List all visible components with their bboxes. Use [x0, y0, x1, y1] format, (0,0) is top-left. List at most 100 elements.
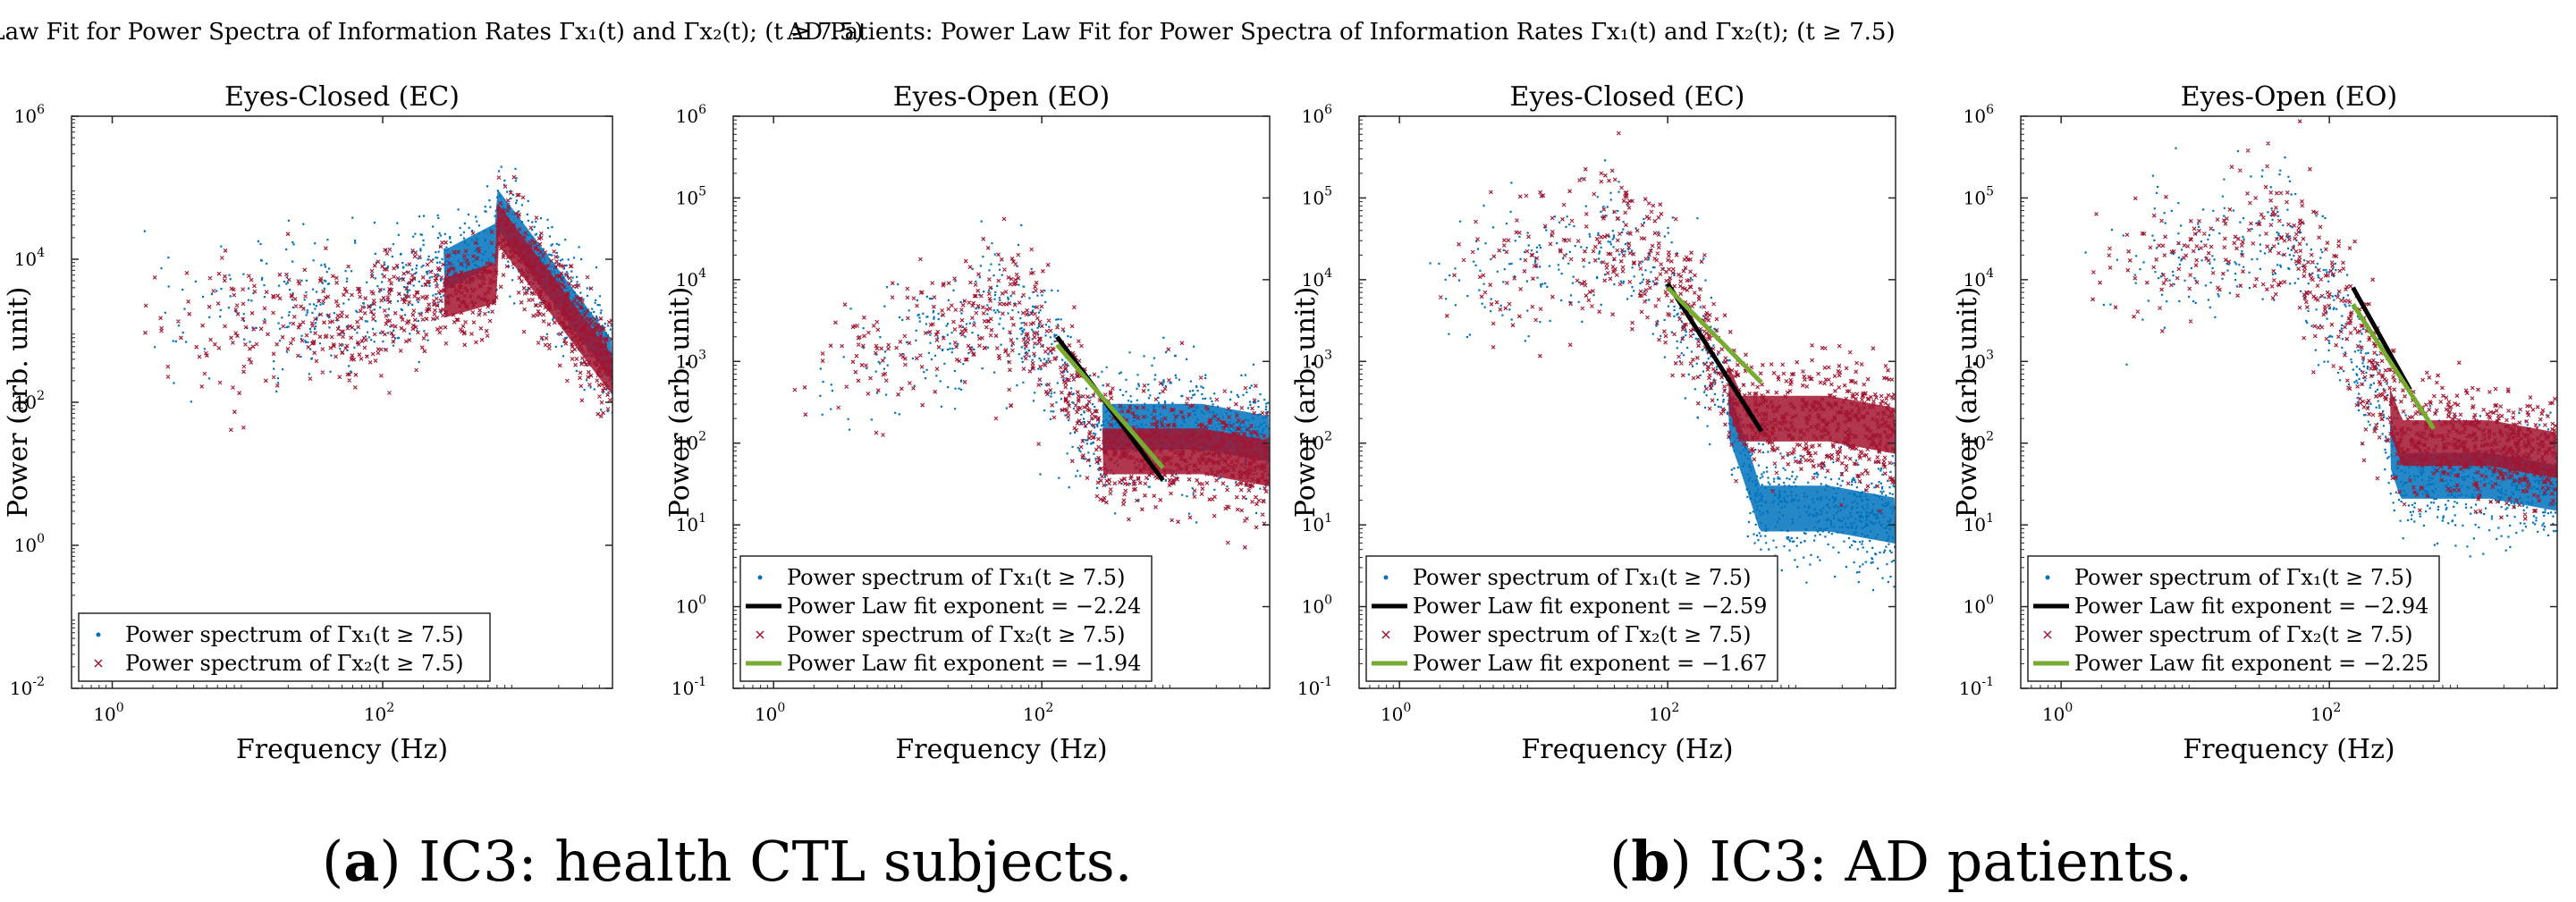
caption-a-letter: a — [343, 829, 379, 894]
right-suptitle: AD Patients: Power Law Fit for Power Spe… — [786, 19, 1895, 46]
series-2-dense-band — [1727, 364, 1896, 454]
legend-box — [1365, 555, 1778, 682]
panel-title: Eyes-Closed (EC) — [224, 81, 460, 113]
series-2-points — [1438, 131, 1896, 514]
y-tick-label: 10-1 — [1959, 675, 1994, 699]
legend-entry: Power spectrum of Γx₂(t ≥ 7.5) — [2074, 622, 2412, 647]
y-tick-label: 106 — [1302, 103, 1332, 127]
x-axis-label: Frequency (Hz) — [236, 734, 448, 765]
legend-entry: Power Law fit exponent = −2.25 — [2074, 651, 2428, 676]
fit-line-1 — [1666, 282, 1764, 433]
x-axis-label: Frequency (Hz) — [2183, 734, 2394, 765]
y-tick-label: 10-1 — [671, 675, 706, 699]
legend-marker-dot — [1383, 575, 1389, 580]
caption-b-text: IC3: AD patients. — [1692, 829, 2192, 894]
y-tick-label: 102 — [676, 430, 706, 454]
y-tick-label: 104 — [1302, 266, 1332, 291]
panel-title: Eyes-Open (EO) — [893, 81, 1110, 113]
legend-box — [739, 555, 1153, 682]
legend-marker-dot — [2045, 575, 2050, 580]
x-axis-label: Frequency (Hz) — [1521, 734, 1733, 765]
x-tick-label: 102 — [1023, 701, 1053, 725]
fit-line-1 — [2351, 286, 2412, 392]
legend-entry: Power Law fit exponent = −1.67 — [1413, 651, 1767, 676]
y-tick-label: 103 — [1302, 348, 1332, 372]
scatter-points — [1429, 131, 1896, 592]
chart-panel-3: Eyes-Closed (EC) 10-1 100 101 102 103 104 105 10… — [1290, 81, 1896, 765]
y-tick-label: 104 — [14, 246, 45, 270]
y-tick-label: 103 — [676, 348, 706, 372]
y-tick-label: 101 — [676, 511, 706, 535]
x-tick-label: 102 — [1649, 701, 1679, 725]
legend-marker-x — [1381, 630, 1390, 639]
panel-title: Eyes-Closed (EC) — [1510, 81, 1745, 113]
y-tick-label: 100 — [14, 532, 45, 556]
chart-panel-4: Eyes-Open (EO) 10-1 100 101 102 103 104 105 106 1… — [1952, 81, 2558, 765]
y-tick-label: 106 — [676, 103, 706, 127]
legend-entry: Power spectrum of Γx₁(t ≥ 7.5) — [125, 622, 463, 647]
y-tick-label: 10-2 — [10, 675, 45, 699]
panels: Eyes-Closed (EC) 10-2 100 102 104 106 100 102 Fr… — [3, 81, 2558, 765]
y-tick-label: 100 — [1964, 594, 1994, 618]
y-tick-label: 100 — [676, 594, 706, 618]
left-suptitle: Healthy CTL: Power Law Fit for Power Spe… — [0, 19, 864, 46]
fit-line-2 — [2351, 303, 2436, 430]
fit-line-2 — [1666, 285, 1763, 384]
y-tick-label: 105 — [1302, 184, 1332, 208]
fit-line-2 — [1055, 342, 1165, 469]
caption-a: (a) IC3: health CTL subjects. — [322, 829, 1132, 894]
panel-title: Eyes-Open (EO) — [2181, 81, 2397, 113]
x-tick-label: 102 — [2310, 701, 2341, 725]
series-2-dense-band — [1102, 428, 1270, 487]
y-tick-label: 102 — [1964, 430, 1994, 454]
y-axis-label: Power (arb. unit) — [664, 287, 696, 518]
y-tick-label: 100 — [1302, 594, 1332, 618]
series-1-points — [819, 220, 1270, 524]
legend-entry: Power spectrum of Γx₁(t ≥ 7.5) — [787, 565, 1125, 590]
y-tick-label: 106 — [14, 103, 45, 127]
legend: Power spectrum of Γx₁(t ≥ 7.5) Power spec… — [78, 612, 491, 682]
y-tick-label: 102 — [14, 389, 45, 413]
legend: Power spectrum of Γx₁(t ≥ 7.5) Power Law … — [1365, 555, 1778, 682]
legend: Power spectrum of Γx₁(t ≥ 7.5) Power Law … — [739, 555, 1153, 682]
y-axis-label: Power (arb. unit) — [1290, 287, 1322, 518]
legend-entry: Power spectrum of Γx₂(t ≥ 7.5) — [1413, 622, 1751, 647]
legend-marker-x — [94, 659, 103, 668]
legend-entry: Power spectrum of Γx₂(t ≥ 7.5) — [125, 651, 463, 676]
legend-marker-x — [756, 630, 764, 639]
x-tick-label: 100 — [1381, 701, 1411, 725]
x-tick-label: 100 — [93, 701, 123, 725]
y-tick-label: 104 — [676, 266, 706, 291]
legend: Power spectrum of Γx₁(t ≥ 7.5) Power Law … — [2027, 555, 2440, 682]
y-tick-label: 102 — [1302, 430, 1332, 454]
legend-marker-x — [2043, 630, 2052, 639]
legend-entry: Power Law fit exponent = −1.94 — [787, 651, 1141, 676]
caption-b-letter: b — [1631, 829, 1669, 894]
chart-panel-2: Eyes-Open (EO) 10-1 100 101 102 103 104 105 106 1… — [664, 81, 1271, 765]
y-tick-label: 105 — [676, 184, 706, 208]
scatter-points — [143, 165, 612, 433]
scatter-points — [792, 216, 1270, 550]
series-2-points — [792, 216, 1270, 550]
legend-entry: Power Law fit exponent = −2.24 — [787, 594, 1141, 619]
chart-panel-1: Eyes-Closed (EC) 10-2 100 102 104 106 100 102 Fr… — [3, 81, 613, 765]
caption-a-text: IC3: health CTL subjects. — [401, 829, 1133, 894]
y-tick-label: 106 — [1964, 103, 1994, 127]
caption-b: (b) IC3: AD patients. — [1609, 829, 2192, 894]
axes-box — [71, 115, 613, 689]
legend-box — [2027, 555, 2440, 682]
x-axis-label: Frequency (Hz) — [895, 734, 1107, 765]
series-2-dense-band — [2389, 387, 2557, 478]
series-1-dense-band — [443, 189, 612, 382]
legend-marker-dot — [757, 575, 763, 580]
series-2-dense-band — [443, 203, 612, 396]
y-tick-label: 105 — [1964, 184, 1994, 208]
series-1-dense-band — [1727, 390, 1896, 544]
y-tick-label: 10-1 — [1297, 675, 1332, 699]
legend-box — [78, 612, 491, 682]
y-tick-label: 101 — [1302, 511, 1332, 535]
y-tick-label: 101 — [1964, 511, 1994, 535]
scatter-points — [2084, 119, 2557, 558]
legend-entry: Power Law fit exponent = −2.94 — [2074, 594, 2428, 619]
legend-entry: Power spectrum of Γx₂(t ≥ 7.5) — [787, 622, 1125, 647]
